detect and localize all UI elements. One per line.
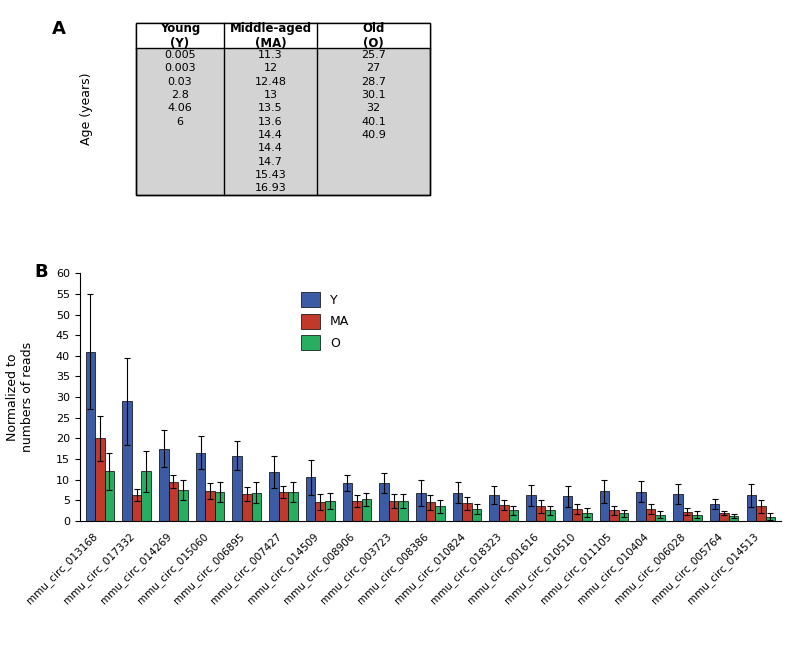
Bar: [242, 494, 252, 521]
Text: 12: 12: [264, 63, 277, 73]
Bar: [289, 492, 298, 521]
Text: 14.4: 14.4: [258, 130, 283, 140]
Text: 40.9: 40.9: [361, 130, 386, 140]
Bar: [572, 509, 582, 521]
Bar: [693, 514, 701, 521]
Bar: [104, 471, 114, 521]
Bar: [747, 495, 756, 521]
Bar: [398, 501, 408, 521]
Bar: [618, 514, 628, 521]
Bar: [462, 503, 472, 521]
Bar: [435, 506, 445, 521]
Bar: [683, 512, 693, 521]
Bar: [563, 497, 572, 521]
Text: 6: 6: [176, 117, 183, 127]
Bar: [206, 491, 215, 521]
Bar: [416, 493, 426, 521]
Text: Middle-aged
(MA): Middle-aged (MA): [230, 21, 312, 49]
Bar: [135, 23, 430, 195]
Bar: [766, 517, 775, 521]
Bar: [379, 483, 389, 521]
Bar: [233, 456, 242, 521]
Text: Young
(Y): Young (Y): [160, 21, 200, 49]
Text: 0.03: 0.03: [167, 77, 192, 87]
Text: 30.1: 30.1: [361, 90, 386, 100]
Bar: [196, 452, 206, 521]
Text: Age (years): Age (years): [80, 73, 93, 145]
Text: 28.7: 28.7: [361, 77, 387, 87]
Bar: [536, 506, 545, 521]
Bar: [132, 495, 141, 521]
Bar: [710, 505, 720, 521]
Bar: [141, 471, 151, 521]
Text: 40.1: 40.1: [361, 117, 386, 127]
Bar: [582, 512, 591, 521]
Bar: [729, 516, 739, 521]
Bar: [325, 501, 335, 521]
Legend: Y, MA, O: Y, MA, O: [296, 287, 355, 355]
Bar: [545, 510, 555, 521]
Bar: [135, 23, 430, 48]
Bar: [269, 472, 279, 521]
Text: 0.005: 0.005: [164, 50, 196, 60]
Bar: [720, 514, 729, 521]
Text: 16.93: 16.93: [255, 184, 286, 193]
Text: 0.003: 0.003: [164, 63, 196, 73]
Bar: [135, 23, 430, 195]
Bar: [389, 501, 398, 521]
Text: 2.8: 2.8: [171, 90, 189, 100]
Bar: [673, 494, 683, 521]
Text: 13.5: 13.5: [258, 104, 283, 113]
Bar: [159, 449, 168, 521]
Text: 13: 13: [264, 90, 277, 100]
Bar: [609, 510, 618, 521]
Bar: [453, 493, 462, 521]
Bar: [168, 482, 178, 521]
Y-axis label: Normalized to
numbers of reads: Normalized to numbers of reads: [6, 342, 34, 452]
Bar: [489, 495, 499, 521]
Bar: [599, 491, 609, 521]
Bar: [646, 509, 655, 521]
Bar: [756, 506, 766, 521]
Bar: [499, 505, 508, 521]
Bar: [279, 492, 289, 521]
Bar: [122, 401, 132, 521]
Bar: [95, 438, 104, 521]
Text: 15.43: 15.43: [255, 170, 286, 180]
Bar: [655, 514, 665, 521]
Text: Old
(O): Old (O): [363, 21, 385, 49]
Bar: [252, 493, 261, 521]
Bar: [508, 510, 518, 521]
Bar: [352, 501, 362, 521]
Bar: [343, 483, 352, 521]
Bar: [178, 490, 187, 521]
Bar: [215, 492, 225, 521]
Text: 25.7: 25.7: [361, 50, 386, 60]
Text: 14.4: 14.4: [258, 143, 283, 154]
Bar: [636, 492, 646, 521]
Bar: [426, 502, 435, 521]
Bar: [85, 352, 95, 521]
Text: A: A: [52, 20, 65, 38]
Text: 14.7: 14.7: [258, 157, 283, 167]
Bar: [306, 477, 316, 521]
Text: 12.48: 12.48: [254, 77, 287, 87]
Bar: [526, 495, 536, 521]
Bar: [472, 509, 481, 521]
Text: B: B: [34, 264, 48, 281]
Text: 32: 32: [367, 104, 381, 113]
Text: 4.06: 4.06: [167, 104, 192, 113]
Text: 11.3: 11.3: [258, 50, 283, 60]
Bar: [362, 499, 371, 521]
Bar: [316, 502, 325, 521]
Text: 27: 27: [367, 63, 381, 73]
Text: 13.6: 13.6: [258, 117, 283, 127]
